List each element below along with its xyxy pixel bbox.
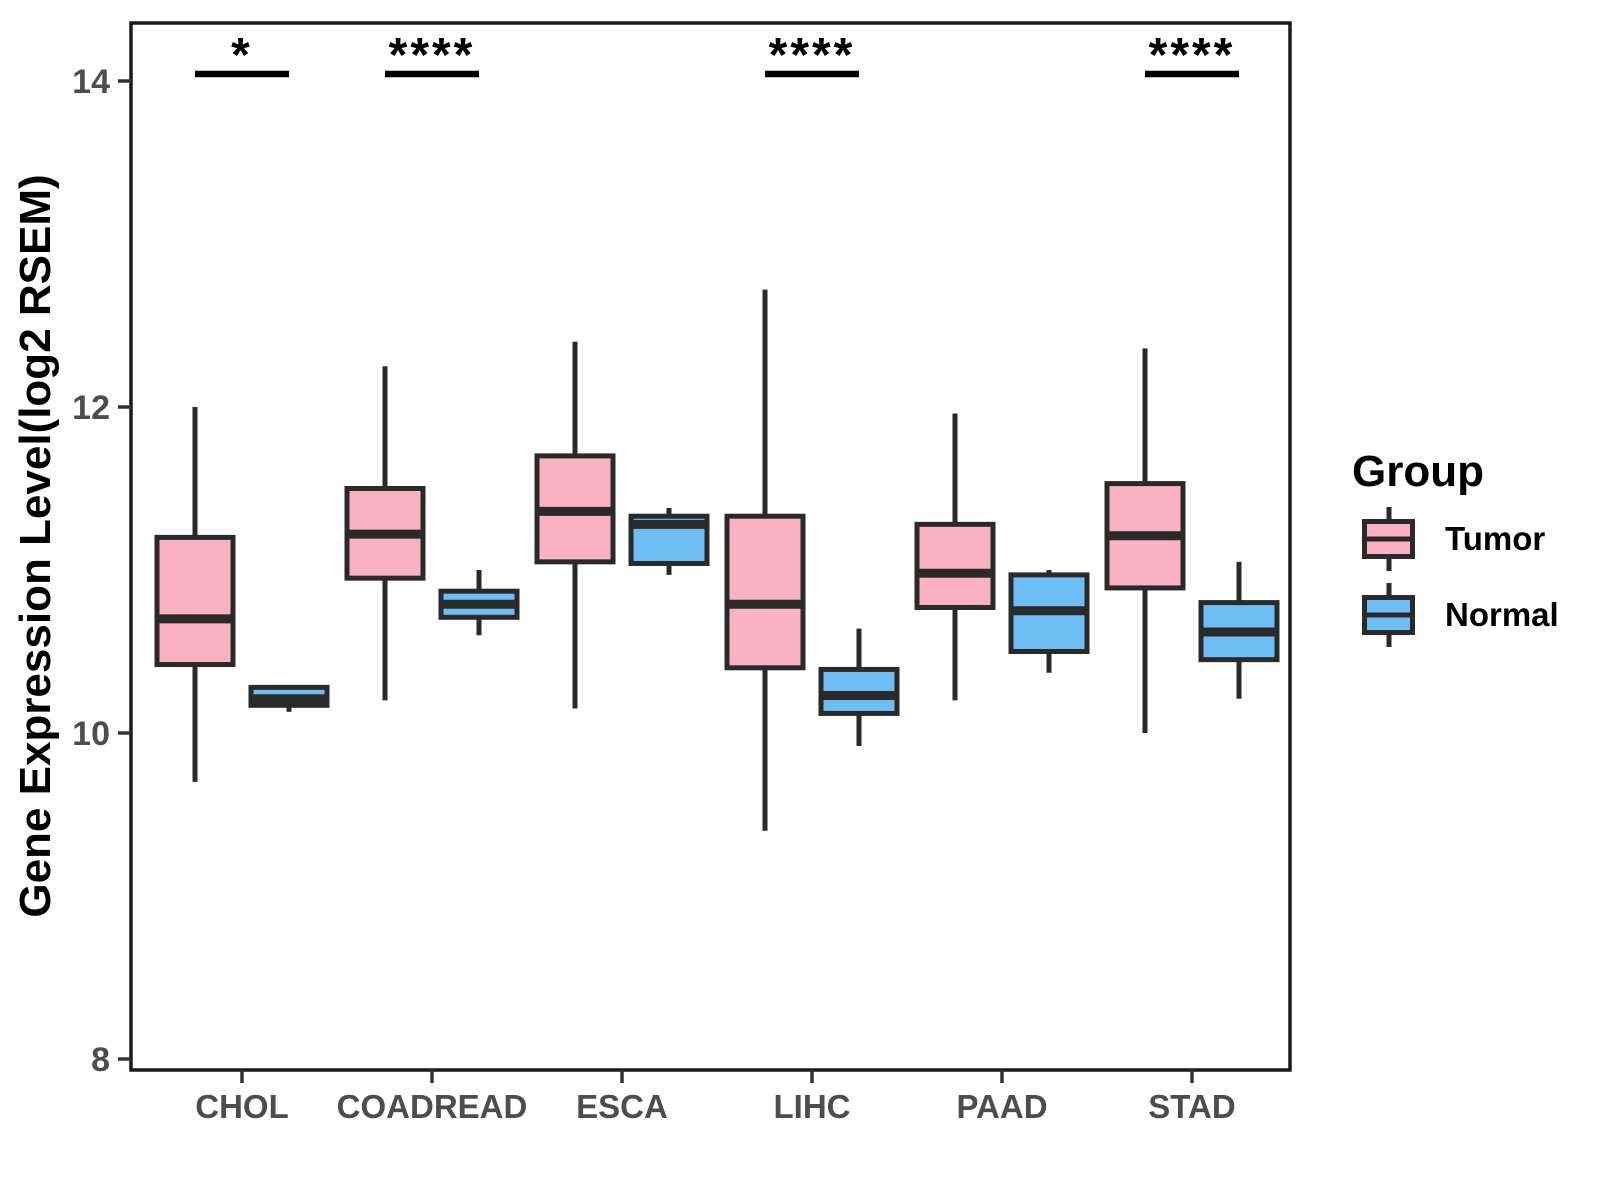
legend-key-median-line bbox=[1367, 536, 1410, 542]
legend-label-tumor: Tumor bbox=[1445, 520, 1546, 557]
box-LIHC-Tumor bbox=[724, 513, 806, 671]
y-tick-label-14: 14 bbox=[72, 63, 110, 101]
significance-label-CHOL: * bbox=[231, 29, 253, 82]
x-tick-label-ESCA: ESCA bbox=[576, 1088, 668, 1125]
x-tick-label-LIHC: LIHC bbox=[774, 1088, 851, 1125]
significance-label-LIHC: **** bbox=[769, 29, 856, 82]
legend-item-normal: Normal bbox=[1362, 580, 1559, 650]
y-tick-label-10: 10 bbox=[72, 715, 110, 753]
legend-key-normal-swatch bbox=[1362, 595, 1415, 635]
plot-panel bbox=[129, 21, 1292, 1072]
significance-label-STAD: **** bbox=[1149, 29, 1236, 82]
box-CHOL-Tumor bbox=[154, 534, 236, 668]
legend-title: Group bbox=[1352, 447, 1484, 496]
x-tick-label-COADREAD: COADREAD bbox=[337, 1088, 528, 1125]
box-PAAD-Tumor bbox=[914, 521, 996, 610]
legend-item-tumor: Tumor bbox=[1362, 504, 1559, 574]
significance-label-COADREAD: **** bbox=[389, 29, 476, 82]
legend-key-tumor-swatch bbox=[1362, 519, 1415, 559]
y-tick-label-12: 12 bbox=[72, 389, 110, 427]
legend: Group Tumor Normal bbox=[1352, 446, 1559, 650]
y-axis-title: Gene Expression Level(log2 RSEM) bbox=[11, 174, 60, 917]
x-tick-label-STAD: STAD bbox=[1148, 1088, 1235, 1125]
x-tick-label-PAAD: PAAD bbox=[956, 1088, 1047, 1125]
x-tick-label-CHOL: CHOL bbox=[195, 1088, 289, 1125]
legend-label-normal: Normal bbox=[1445, 596, 1559, 633]
y-tick-label-8: 8 bbox=[91, 1041, 110, 1079]
legend-key-median-line bbox=[1367, 612, 1410, 618]
